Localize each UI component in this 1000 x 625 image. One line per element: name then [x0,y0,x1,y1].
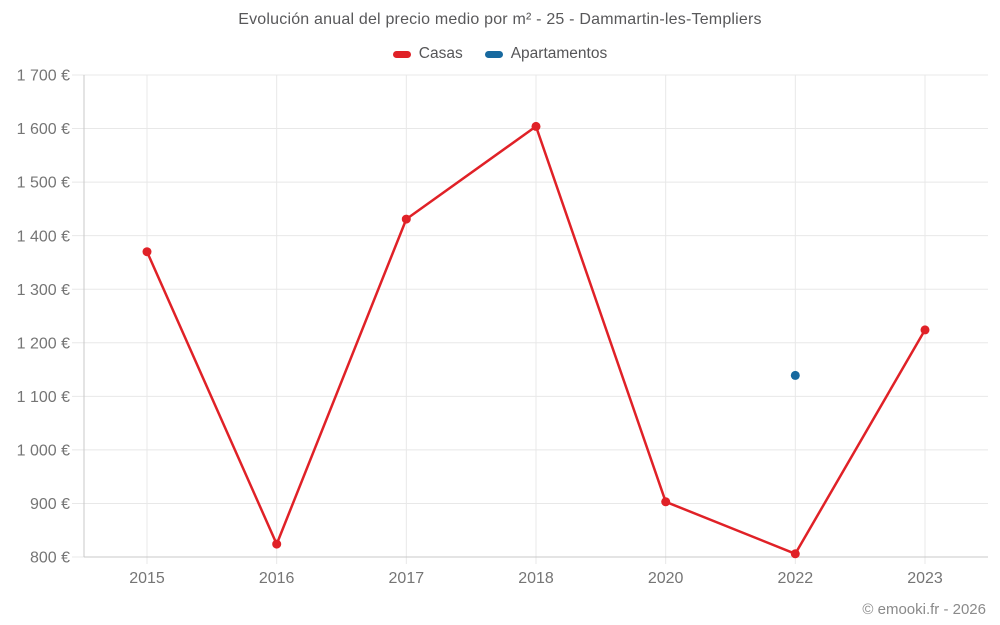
y-tick-label: 1 300 € [17,282,70,299]
y-tick-label: 1 000 € [17,442,70,459]
data-point-apartamentos-2022[interactable] [790,370,800,380]
x-tick-label: 2018 [518,570,554,587]
y-tick-label: 1 700 € [17,68,70,85]
y-tick-label: 1 600 € [17,121,70,138]
y-tick-label: 1 100 € [17,389,70,406]
x-tick-label: 2023 [907,570,943,587]
x-tick-label: 2015 [129,570,165,587]
data-point-casas-2022[interactable] [790,549,800,559]
x-tick-label: 2020 [648,570,684,587]
legend-label-casas: Casas [418,45,463,62]
legend-item-casas[interactable]: Casas [392,45,463,63]
x-tick-label: 2017 [389,570,425,587]
y-tick-label: 800 € [30,550,70,567]
y-tick-label: 1 200 € [17,335,70,352]
data-point-casas-2018[interactable] [531,121,541,131]
y-tick-label: 1 400 € [17,228,70,245]
x-tick-label: 2022 [778,570,814,587]
data-point-casas-2023[interactable] [920,325,930,335]
y-tick-label: 1 500 € [17,175,70,192]
data-point-casas-2015[interactable] [142,247,152,257]
x-tick-label: 2016 [259,570,295,587]
data-point-casas-2016[interactable] [272,539,282,549]
y-tick-label: 900 € [30,496,70,513]
legend-label-apartamentos: Apartamentos [510,45,608,62]
chart-legend: Casas Apartamentos [0,45,1000,63]
chart-title: Evolución anual del precio medio por m² … [238,11,762,28]
casas-color-swatch [392,50,411,58]
apartamentos-color-swatch [484,50,503,58]
data-point-casas-2017[interactable] [401,214,411,224]
legend-item-apartamentos[interactable]: Apartamentos [484,45,608,63]
copyright-credit: © emooki.fr - 2026 [862,601,986,618]
data-point-casas-2020[interactable] [661,497,671,507]
